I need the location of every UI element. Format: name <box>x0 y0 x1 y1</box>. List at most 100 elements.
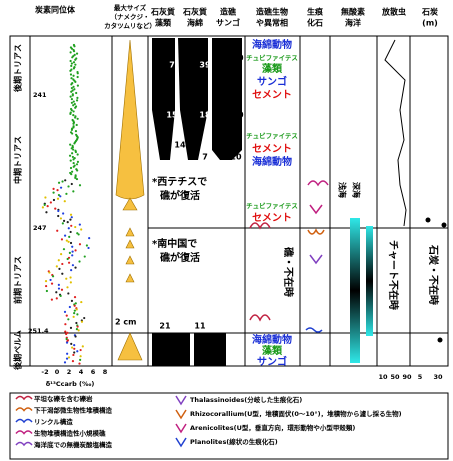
isotope-point <box>67 221 69 223</box>
bar-number: 7 <box>202 153 208 162</box>
axis-label: δ¹³Ccarb (‰) <box>46 380 95 388</box>
isotope-point <box>56 230 58 232</box>
isotope-point <box>71 251 73 253</box>
tick-label: 8 <box>103 368 108 376</box>
header: 化石 <box>307 18 323 28</box>
isotope-point <box>45 211 47 213</box>
isotope-point <box>61 273 63 275</box>
isotope-point <box>77 72 79 74</box>
isotope-point <box>86 244 88 246</box>
isotope-point <box>77 153 79 155</box>
isotope-point <box>70 51 72 53</box>
isotope-point <box>74 107 76 109</box>
isotope-point <box>73 142 75 144</box>
isotope-point <box>70 167 72 169</box>
isotope-point <box>61 180 63 182</box>
header: (m) <box>422 19 438 28</box>
isotope-point <box>53 199 55 201</box>
isotope-point <box>44 204 46 206</box>
isotope-point <box>45 280 47 282</box>
period: 後期トリアス <box>13 44 23 92</box>
isotope-point <box>70 73 72 75</box>
isotope-point <box>66 358 68 360</box>
isotope-point <box>74 296 76 298</box>
isotope-point <box>72 114 74 116</box>
isotope-point <box>50 201 52 203</box>
isotope-point <box>70 231 72 233</box>
note: 礁が復活 <box>160 189 200 202</box>
reef-label: チュビファイテス <box>246 131 298 140</box>
isotope-point <box>73 45 75 47</box>
header: 藻類 <box>155 18 172 28</box>
isotope-point <box>78 329 80 331</box>
bar-number: 11 <box>194 322 206 331</box>
isotope-point <box>75 151 77 153</box>
isotope-point <box>77 84 79 86</box>
isotope-point <box>73 110 75 112</box>
isotope-point <box>80 301 82 303</box>
legend-label: 平坦な礫を含む礫岩 <box>34 394 93 403</box>
legend-label: Planolites(線状の生痕化石) <box>190 437 278 446</box>
isotope-point <box>57 210 59 212</box>
header: 放散虫 <box>381 7 406 17</box>
isotope-point <box>58 268 60 270</box>
isotope-point <box>71 102 73 104</box>
header: 無酸素 <box>341 7 365 17</box>
age: 247 <box>33 224 47 232</box>
isotope-point <box>76 124 78 126</box>
isotope-point <box>75 322 77 324</box>
isotope-axis: -2 0 2 4 6 8 δ¹³Ccarb (‰) <box>41 368 107 388</box>
isotope-point <box>68 236 70 238</box>
isotope-point <box>61 289 63 291</box>
isotope-point <box>64 323 66 325</box>
isotope-point <box>73 61 75 63</box>
radiolaria-curve <box>385 40 406 226</box>
isotope-point <box>69 70 71 72</box>
isotope-point <box>54 207 56 209</box>
isotope-point <box>70 83 72 85</box>
age: 241 <box>33 91 47 99</box>
isotope-point <box>66 353 68 355</box>
isotope-point <box>80 355 82 357</box>
reef-bars <box>152 38 242 366</box>
isotope-point <box>49 279 51 281</box>
size-cones <box>116 40 144 360</box>
isotope-point <box>56 265 58 267</box>
isotope-point <box>63 248 65 250</box>
isotope-point <box>76 53 78 55</box>
isotope-point <box>68 356 70 358</box>
reef-label: チュビファイテス <box>246 53 298 62</box>
tick-label: 30 <box>433 373 443 381</box>
header: 最大サイズ <box>114 3 147 12</box>
isotope-point <box>52 192 54 194</box>
header: サンゴ <box>216 18 240 28</box>
isotope-point <box>79 223 81 225</box>
legend-icon <box>16 420 32 423</box>
isotope-points <box>42 44 90 365</box>
isotope-point <box>44 196 46 198</box>
note: *南中国で <box>152 237 197 250</box>
isotope-point <box>71 56 73 58</box>
isotope-point <box>74 226 76 228</box>
header: カタツムリなど） <box>104 21 156 30</box>
figure: 炭素同位体 最大サイズ （ナメクジ・ カタツムリなど） 石灰質 藻類 石灰質 海… <box>0 0 453 461</box>
isotope-point <box>65 278 67 280</box>
age: 251.4 <box>28 327 49 335</box>
isotope-point <box>66 239 68 241</box>
header: や異常相 <box>256 18 288 28</box>
isotope-point <box>72 158 74 160</box>
bar-number: 20 <box>230 153 242 162</box>
isotope-point <box>69 219 71 221</box>
isotope-point <box>69 252 71 254</box>
isotope-point <box>60 253 62 255</box>
legend-icon <box>176 396 186 404</box>
period: 中期トリアス <box>13 136 23 184</box>
isotope-point <box>62 212 64 214</box>
legend-label: リンクル構造 <box>34 417 73 426</box>
isotope-point <box>70 160 72 162</box>
isotope-point <box>52 275 54 277</box>
isotope-point <box>80 349 82 351</box>
isotope-point <box>73 50 75 52</box>
isotope-point <box>77 161 79 163</box>
isotope-point <box>67 292 69 294</box>
